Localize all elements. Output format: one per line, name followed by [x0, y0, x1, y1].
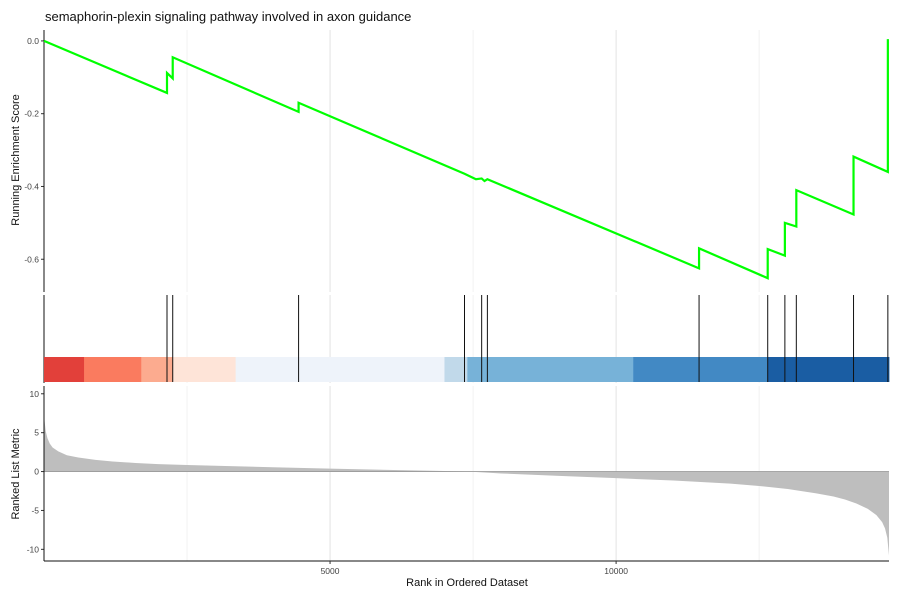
ranked-metric-area — [44, 405, 889, 556]
color-bar-segment — [633, 357, 769, 382]
color-bar-segment — [767, 357, 890, 382]
enrichment-score-line — [43, 39, 889, 280]
x-axis-label: Rank in Ordered Dataset — [406, 577, 528, 589]
color-bar-segment — [172, 357, 237, 382]
hits-panel — [43, 295, 890, 383]
ranked-metric-y-tick-label: 0 — [34, 467, 39, 477]
enrichment-y-tick-label: -0.2 — [24, 109, 39, 119]
rank-color-bar — [44, 357, 890, 382]
color-bar-segment — [235, 357, 445, 382]
color-bar-segment — [44, 357, 85, 382]
ranked-metric-y-ticks: 10 5 0 -5 -10 — [27, 389, 44, 554]
enrichment-y-tick-label: 0.0 — [27, 36, 39, 46]
x-tick-label: 5000 — [321, 566, 340, 576]
ranked-metric-panel: 10 5 0 -5 -10 5000 10000 Rank in Ordered Data… — [10, 386, 889, 589]
x-tick-label: 10000 — [604, 566, 628, 576]
gene-hit-markers — [166, 295, 889, 382]
color-bar-segment — [467, 357, 634, 382]
enrichment-y-ticks: 0.0 -0.2 -0.4 -0.6 — [24, 36, 44, 264]
x-axis-ticks: 5000 10000 — [321, 561, 628, 576]
enrichment-panel: 0.0 -0.2 -0.4 -0.6 Running Enrichment Score — [10, 30, 889, 292]
color-bar-segment — [84, 357, 142, 382]
enrichment-y-label: Running Enrichment Score — [10, 94, 22, 225]
ranked-metric-y-tick-label: -10 — [27, 544, 40, 554]
ranked-metric-y-tick-label: 10 — [30, 389, 40, 399]
ranked-metric-y-tick-label: 5 — [34, 428, 39, 438]
ranked-metric-y-tick-label: -5 — [31, 505, 39, 515]
ranked-metric-y-label: Ranked List Metric — [10, 428, 22, 520]
enrichment-y-tick-label: -0.4 — [24, 181, 39, 191]
chart-title: semaphorin-plexin signaling pathway invo… — [45, 9, 411, 24]
color-bar-segment — [141, 357, 174, 382]
enrichment-y-tick-label: -0.6 — [24, 254, 39, 264]
color-bar-segment — [444, 357, 468, 382]
gridlines — [186, 30, 760, 561]
